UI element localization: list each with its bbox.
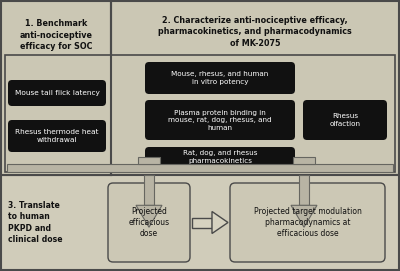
FancyBboxPatch shape: [145, 147, 295, 167]
FancyBboxPatch shape: [8, 120, 106, 152]
FancyBboxPatch shape: [230, 183, 385, 262]
Bar: [299, 175, 309, 205]
Bar: [138, 157, 160, 164]
Bar: [5, 55, 395, 172]
Text: Rat, dog, and rhesus
pharmacokinetics: Rat, dog, and rhesus pharmacokinetics: [183, 150, 257, 164]
Bar: [1, 1, 111, 175]
Text: Mouse, rhesus, and human
in vitro potency: Mouse, rhesus, and human in vitro potenc…: [171, 71, 269, 85]
Text: 1. Benchmark
anti-nociceptive
efficacy for SOC: 1. Benchmark anti-nociceptive efficacy f…: [20, 20, 92, 51]
Text: 3. Translate
to human
PKPD and
clinical dose: 3. Translate to human PKPD and clinical …: [8, 201, 63, 244]
Bar: [293, 157, 315, 164]
Text: Mouse tail flick latency: Mouse tail flick latency: [14, 90, 100, 96]
Polygon shape: [291, 205, 317, 227]
FancyBboxPatch shape: [303, 100, 387, 140]
Text: Plasma protein binding in
mouse, rat, dog, rhesus, and
human: Plasma protein binding in mouse, rat, do…: [168, 109, 272, 131]
FancyBboxPatch shape: [145, 62, 295, 94]
FancyBboxPatch shape: [108, 183, 190, 262]
FancyBboxPatch shape: [8, 80, 106, 106]
Bar: [1, 1, 399, 175]
Text: Projected
efficacious
dose: Projected efficacious dose: [128, 207, 170, 238]
Bar: [144, 175, 154, 205]
Text: Rhesus thermode heat
withdrawal: Rhesus thermode heat withdrawal: [15, 129, 99, 143]
FancyBboxPatch shape: [145, 100, 295, 140]
Polygon shape: [212, 211, 228, 234]
Text: Projected target modulation
pharmacodynamics at
efficacious dose: Projected target modulation pharmacodyna…: [254, 207, 362, 238]
Bar: [7, 164, 393, 172]
Polygon shape: [136, 205, 162, 227]
Text: 2. Characterize anti-nociceptive efficacy,
pharmacokinetics, and pharmacodynamic: 2. Characterize anti-nociceptive efficac…: [158, 17, 352, 48]
Text: Rhesus
olfaction: Rhesus olfaction: [330, 113, 360, 127]
Bar: [192, 218, 212, 227]
Bar: [1, 175, 399, 270]
